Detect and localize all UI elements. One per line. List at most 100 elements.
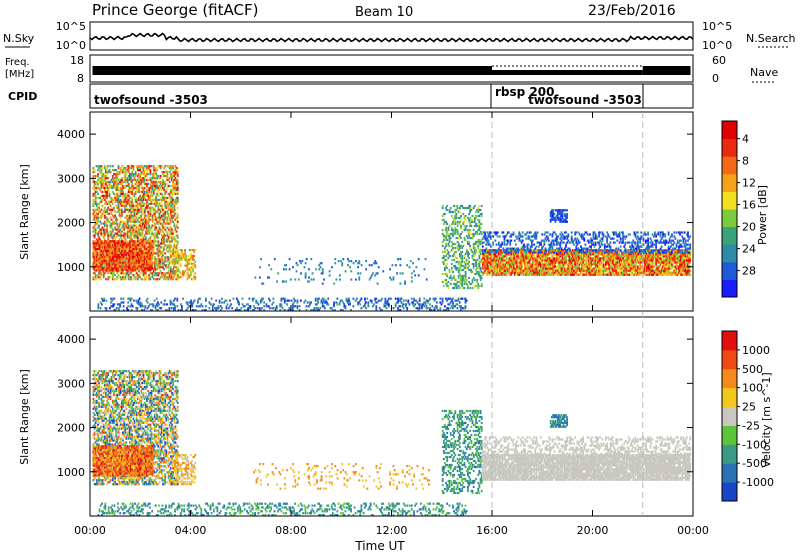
data-cell — [160, 270, 162, 272]
data-cell — [94, 169, 96, 171]
data-cell — [532, 259, 534, 261]
data-cell — [123, 229, 125, 231]
data-cell — [101, 298, 103, 300]
data-cell — [155, 258, 157, 260]
data-cell — [163, 238, 165, 240]
data-cell — [461, 247, 463, 249]
data-cell — [322, 303, 324, 305]
data-cell — [475, 215, 477, 217]
data-cell — [429, 303, 431, 305]
data-cell — [200, 303, 202, 305]
data-cell — [166, 303, 168, 305]
data-cell — [158, 303, 160, 305]
data-cell — [477, 207, 479, 209]
data-cell — [475, 263, 477, 265]
data-cell — [462, 213, 464, 215]
data-cell — [457, 225, 459, 227]
data-cell — [102, 191, 104, 193]
data-cell — [289, 307, 291, 309]
data-cell — [94, 227, 96, 229]
data-cell — [121, 181, 123, 183]
data-cell — [137, 246, 139, 248]
data-cell — [123, 244, 125, 246]
data-cell — [159, 272, 161, 274]
data-cell — [154, 264, 156, 266]
data-cell — [182, 270, 184, 272]
data-cell — [465, 277, 467, 279]
data-cell — [445, 237, 447, 239]
data-cell — [152, 303, 154, 305]
data-cell — [181, 307, 183, 309]
data-cell — [184, 274, 186, 276]
data-cell — [459, 223, 461, 225]
data-cell — [187, 303, 189, 305]
data-cell — [444, 305, 446, 307]
data-cell — [106, 229, 108, 231]
data-cell — [130, 175, 132, 177]
data-cell — [425, 301, 427, 303]
data-cell — [94, 225, 96, 227]
data-cell — [192, 301, 194, 303]
data-cell — [113, 187, 115, 189]
data-cell — [154, 300, 156, 302]
data-cell — [111, 213, 113, 215]
data-cell — [179, 270, 181, 272]
data-cell — [498, 253, 500, 255]
data-cell — [454, 233, 456, 235]
data-cell — [469, 287, 471, 289]
data-cell — [111, 262, 113, 264]
data-cell — [553, 268, 555, 270]
data-cell — [163, 268, 165, 270]
data-cell — [445, 221, 447, 223]
data-cell — [413, 298, 415, 300]
data-cell — [364, 303, 366, 305]
data-cell — [107, 189, 109, 191]
data-cell — [237, 300, 239, 302]
data-cell — [177, 201, 179, 203]
data-cell — [94, 234, 96, 236]
data-cell — [297, 300, 299, 302]
data-cell — [365, 307, 367, 309]
data-cell — [479, 215, 481, 217]
data-cell — [480, 241, 482, 243]
data-cell — [172, 181, 174, 183]
data-cell — [110, 242, 112, 244]
data-cell — [146, 242, 148, 244]
data-cell — [118, 276, 120, 278]
data-cell — [445, 235, 447, 237]
data-cell — [464, 283, 466, 285]
data-cell — [136, 272, 138, 274]
data-cell — [397, 307, 399, 309]
data-cell — [533, 255, 535, 257]
data-cell — [118, 203, 120, 205]
data-cell — [114, 211, 116, 213]
data-cell — [168, 215, 170, 217]
data-cell — [337, 298, 339, 300]
data-cell — [466, 249, 468, 251]
data-cell — [168, 307, 170, 309]
data-cell — [162, 250, 164, 252]
data-cell — [144, 171, 146, 173]
data-cell — [122, 260, 124, 262]
data-cell — [448, 251, 450, 253]
freq-unit: [MHz] — [5, 69, 34, 80]
data-cell — [172, 233, 174, 235]
data-cell — [131, 215, 133, 217]
data-cell — [337, 303, 339, 305]
data-cell — [155, 260, 157, 262]
cpid-strip: CPID twofsound -3503 rbsp 200 twofsound … — [8, 84, 693, 108]
data-cell — [473, 207, 475, 209]
data-cell — [465, 307, 467, 309]
data-cell — [116, 252, 118, 254]
data-cell — [138, 181, 140, 183]
data-cell — [177, 193, 179, 195]
data-cell — [127, 215, 129, 217]
data-cell — [144, 191, 146, 193]
data-cell — [93, 199, 95, 201]
data-cell — [282, 307, 284, 309]
data-cell — [101, 209, 103, 211]
data-cell — [118, 177, 120, 179]
data-cell — [119, 211, 121, 213]
data-cell — [462, 277, 464, 279]
data-cell — [128, 165, 130, 167]
